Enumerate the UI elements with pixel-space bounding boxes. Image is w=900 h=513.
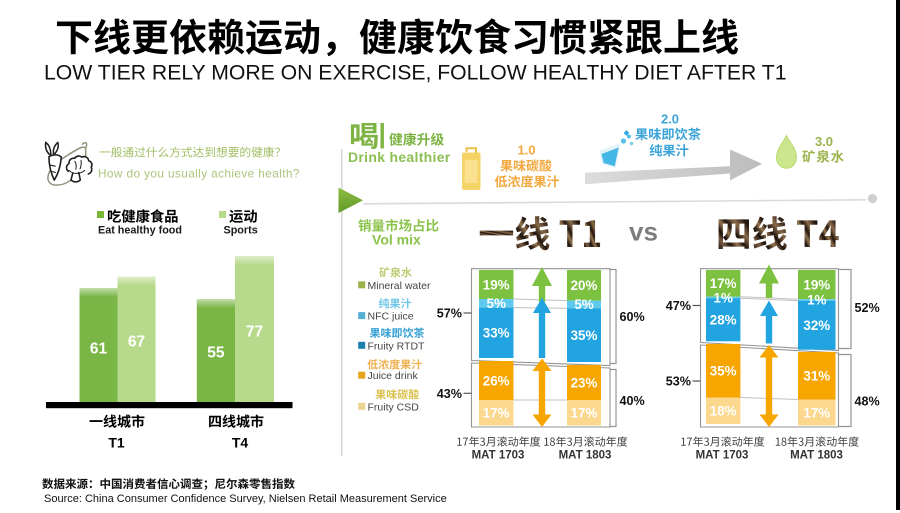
svg-text:57%: 57% [437, 307, 462, 321]
svg-text:18%: 18% [710, 404, 737, 419]
svg-text:19%: 19% [803, 277, 830, 292]
svg-text:1.0: 1.0 [517, 143, 535, 158]
svg-text:vs: vs [629, 217, 658, 247]
svg-text:Mineral water: Mineral water [368, 280, 432, 292]
svg-text:3.0: 3.0 [815, 134, 833, 149]
svg-text:61: 61 [90, 341, 108, 358]
svg-text:Sports: Sports [224, 225, 258, 237]
svg-text:17%: 17% [571, 406, 598, 421]
svg-text:5%: 5% [574, 297, 593, 312]
svg-text:MAT 1703: MAT 1703 [472, 450, 525, 462]
svg-text:T4: T4 [232, 435, 249, 451]
svg-text:26%: 26% [483, 373, 510, 388]
svg-text:40%: 40% [620, 394, 645, 408]
svg-text:1%: 1% [807, 293, 826, 308]
svg-text:43%: 43% [437, 387, 462, 401]
svg-text:35%: 35% [571, 328, 598, 343]
svg-text:2.0: 2.0 [661, 112, 679, 127]
svg-text:31%: 31% [803, 369, 830, 384]
svg-text:35%: 35% [710, 364, 737, 379]
svg-text:17%: 17% [483, 406, 510, 421]
svg-text:53%: 53% [666, 375, 691, 389]
svg-text:67: 67 [128, 334, 145, 351]
svg-text:55: 55 [207, 345, 225, 362]
svg-text:5%: 5% [487, 296, 506, 311]
svg-text:32%: 32% [803, 318, 830, 333]
svg-text:MAT 1703: MAT 1703 [696, 450, 749, 462]
svg-text:MAT 1803: MAT 1803 [790, 450, 843, 462]
svg-text:NFC juice: NFC juice [368, 311, 414, 323]
svg-text:T1: T1 [108, 435, 125, 451]
svg-text:1%: 1% [714, 290, 733, 305]
svg-text:33%: 33% [483, 326, 510, 341]
svg-text:How do you usually achieve hea: How do you usually achieve health? [98, 167, 300, 181]
svg-text:19%: 19% [483, 277, 510, 292]
svg-text:Fruity CSD: Fruity CSD [368, 401, 420, 413]
svg-text:52%: 52% [855, 301, 880, 315]
svg-text:17%: 17% [710, 276, 737, 291]
svg-text:Eat healthy food: Eat healthy food [98, 225, 182, 237]
svg-text:MAT 1803: MAT 1803 [559, 450, 612, 462]
svg-text:Vol mix: Vol mix [372, 232, 421, 248]
svg-text:47%: 47% [666, 299, 691, 313]
svg-text:20%: 20% [571, 278, 598, 293]
svg-text:Source: China Consumer Confide: Source: China Consumer Confidence Survey… [44, 493, 447, 505]
svg-text:77: 77 [246, 324, 263, 341]
svg-text:60%: 60% [620, 310, 645, 324]
svg-text:17%: 17% [803, 405, 830, 420]
svg-text:48%: 48% [855, 395, 880, 409]
svg-text:28%: 28% [710, 313, 737, 328]
svg-text:Drink healthier: Drink healthier [348, 149, 451, 165]
svg-text:Fruity RTDT: Fruity RTDT [368, 340, 426, 352]
svg-text:23%: 23% [571, 375, 598, 390]
svg-text:LOW TIER RELY MORE ON EXERCISE: LOW TIER RELY MORE ON EXERCISE, FOLLOW H… [44, 62, 787, 85]
svg-text:Juice drink: Juice drink [368, 370, 419, 382]
